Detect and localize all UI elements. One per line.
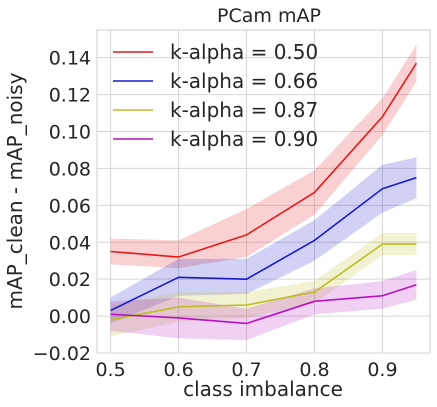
y-axis-label: mAP_clean - mAP_noisy	[3, 72, 27, 309]
y-tick-label: 0.12	[49, 85, 91, 107]
confidence-band-2	[110, 233, 417, 337]
y-tick-label: 0.02	[49, 269, 91, 291]
x-tick-label: 0.7	[231, 359, 261, 381]
y-tick-label: −0.02	[33, 343, 91, 365]
x-tick-label: 0.8	[299, 359, 329, 381]
series-line-3	[110, 283, 417, 325]
x-tick-label: 0.5	[95, 359, 125, 381]
x-tick-label: 0.6	[163, 359, 193, 381]
x-tick-label: 0.9	[367, 359, 397, 381]
y-tick-label: 0.10	[49, 122, 91, 144]
y-tick-label: 0.00	[49, 306, 91, 328]
series-line-2	[110, 243, 417, 321]
series-lines	[110, 62, 418, 325]
tick-labels: 0.5 0.6 0.7 0.8 0.9 −0.02 0.00 0.02 0.04 0.06 0.08…	[33, 48, 398, 381]
series-line-0	[110, 62, 418, 258]
y-tick-label: 0.06	[49, 195, 91, 217]
legend: k-alpha = 0.50 k-alpha = 0.66 k-alpha = 0.…	[113, 40, 318, 151]
y-tick-label: 0.08	[49, 158, 91, 180]
plot-area	[96, 29, 431, 354]
y-tick-label: 0.04	[49, 232, 91, 254]
legend-label-1: k-alpha = 0.66	[170, 69, 318, 93]
grid	[97, 30, 430, 354]
legend-label-2: k-alpha = 0.87	[170, 98, 318, 122]
series-line-1	[110, 176, 417, 312]
y-tick-label: 0.14	[49, 48, 91, 70]
confidence-band-3	[110, 269, 417, 341]
confidence-band-1	[110, 157, 417, 324]
legend-label-3: k-alpha = 0.90	[170, 127, 318, 151]
x-axis-label: class imbalance	[183, 377, 343, 401]
chart-title: PCam mAP	[217, 5, 321, 27]
legend-label-0: k-alpha = 0.50	[170, 40, 318, 64]
